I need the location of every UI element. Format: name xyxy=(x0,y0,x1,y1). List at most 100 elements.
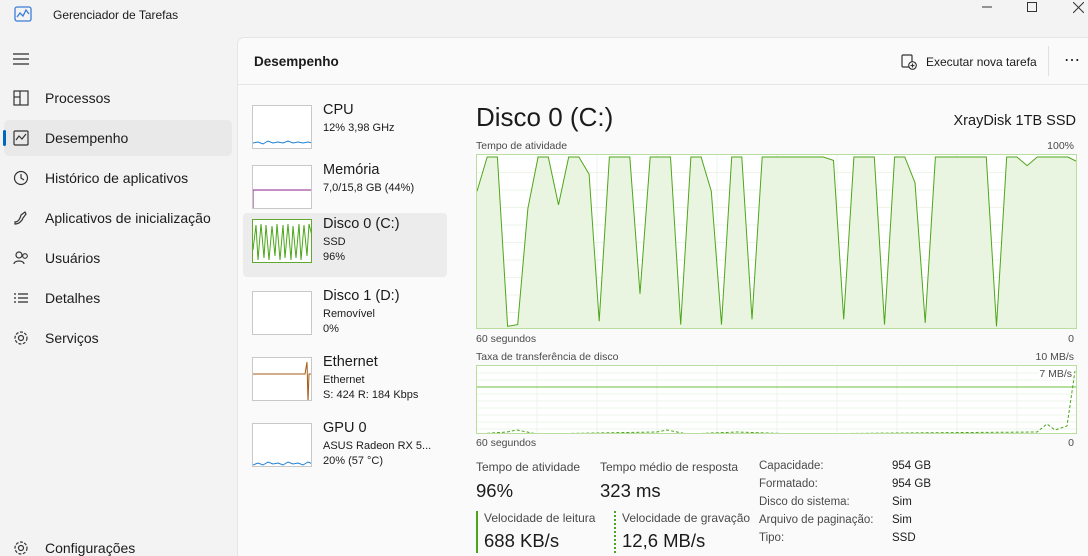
close-button[interactable] xyxy=(1055,0,1088,14)
read-speed-value: 688 KB/s xyxy=(484,530,560,551)
device-disk-0[interactable]: Disco 0 (C:) SSD 96% xyxy=(243,213,447,277)
read-speed-label: Velocidade de leitura xyxy=(484,511,596,525)
device-detail: 12% 3,98 GHz xyxy=(323,122,395,134)
transfer-ref-label: 7 MB/s xyxy=(1039,368,1072,380)
activity-line xyxy=(477,156,1076,327)
device-detail: 7,0/15,8 GB (44%) xyxy=(323,182,415,194)
processes-icon xyxy=(13,90,29,106)
maximize-icon xyxy=(1027,2,1037,12)
run-new-task-label: Executar nova tarefa xyxy=(926,55,1037,69)
write-speed-label: Velocidade de gravação xyxy=(622,511,751,525)
header-divider xyxy=(1048,46,1049,76)
maximize-button[interactable] xyxy=(1009,0,1055,14)
read-speed-marker xyxy=(476,511,478,553)
users-icon xyxy=(13,251,28,265)
transfer-write-line xyxy=(484,370,1076,433)
activity-graph-label: Tempo de atividade xyxy=(476,140,568,152)
more-options-button[interactable]: ⋯ xyxy=(1064,52,1081,69)
activity-graph-max: 100% xyxy=(1047,140,1074,152)
device-name: GPU 0 xyxy=(323,420,367,436)
panel-header: Desempenho Executar nova tarefa ⋯ xyxy=(238,38,1088,85)
minimize-icon xyxy=(982,6,992,8)
activity-graph xyxy=(476,154,1077,329)
device-type: SSD xyxy=(323,236,346,248)
sidebar-item-servicos[interactable]: Serviços xyxy=(4,320,232,356)
disk-model: XrayDisk 1TB SSD xyxy=(953,113,1076,129)
activity-time-label: 60 segundos xyxy=(476,333,537,345)
minimize-button[interactable] xyxy=(964,0,1010,14)
device-name: Disco 1 (D:) xyxy=(323,288,400,304)
activity-graph-svg xyxy=(477,155,1076,328)
run-new-task-button[interactable]: Executar nova tarefa xyxy=(901,52,1037,72)
window-title: Gerenciador de Tarefas xyxy=(53,8,179,22)
property-key: Formatado: xyxy=(759,478,818,490)
details-icon xyxy=(14,293,28,303)
settings-gear-icon xyxy=(14,541,28,555)
device-usage: 96% xyxy=(323,251,346,263)
transfer-min-label: 0 xyxy=(1068,437,1074,449)
write-speed-value: 12,6 MB/s xyxy=(622,530,706,551)
property-key: Tipo: xyxy=(759,532,785,544)
property-value: Sim xyxy=(892,496,912,508)
device-adapter: Ethernet xyxy=(323,374,365,386)
avg-response-value: 323 ms xyxy=(600,480,661,501)
device-gpu[interactable]: GPU 0 ASUS Radeon RX 5... 20% (57 °C) xyxy=(243,417,447,481)
property-value: Sim xyxy=(892,514,912,526)
property-value: 954 GB xyxy=(892,478,931,490)
device-memory[interactable]: Memória 7,0/15,8 GB (44%) xyxy=(243,159,447,223)
device-throughput: S: 424 R: 184 Kbps xyxy=(323,389,419,401)
memory-sparkline xyxy=(253,189,311,208)
sidebar-item-label: Aplicativos de inicialização xyxy=(45,210,211,226)
sidebar-item-usuarios[interactable]: Usuários xyxy=(4,240,232,276)
write-speed-marker xyxy=(614,511,616,553)
cpu-sparkline xyxy=(253,140,311,145)
new-task-icon xyxy=(901,54,917,70)
transfer-graph-max: 10 MB/s xyxy=(1035,351,1074,363)
startup-icon xyxy=(14,211,27,225)
transfer-graph-svg xyxy=(477,366,1076,433)
sidebar-item-desempenho[interactable]: Desempenho xyxy=(3,120,232,156)
device-disk-1[interactable]: Disco 1 (D:) Removível 0% xyxy=(243,285,447,349)
page-title: Desempenho xyxy=(254,54,339,69)
sidebar-item-label: Processos xyxy=(45,90,111,106)
avg-response-label: Tempo médio de resposta xyxy=(600,460,739,474)
sidebar-item-configuracoes[interactable]: Configurações xyxy=(4,530,232,556)
disk0-sparkline xyxy=(253,223,311,261)
sidebar-item-historico[interactable]: Histórico de aplicativos xyxy=(4,160,232,196)
history-icon xyxy=(13,170,29,186)
device-name: Memória xyxy=(323,162,380,178)
sidebar-item-label: Usuários xyxy=(45,250,101,266)
activity-area xyxy=(477,157,1076,328)
sidebar-item-detalhes[interactable]: Detalhes xyxy=(4,280,232,316)
transfer-grid xyxy=(477,366,1076,433)
ethernet-sparkline xyxy=(253,361,311,400)
sidebar-item-label: Detalhes xyxy=(45,290,101,306)
device-ethernet[interactable]: Ethernet Ethernet S: 424 R: 184 Kbps xyxy=(243,351,447,415)
sidebar-item-label: Desempenho xyxy=(45,130,129,146)
close-icon xyxy=(1072,1,1084,13)
device-cpu[interactable]: CPU 12% 3,98 GHz xyxy=(243,99,447,163)
cpu-thumbnail-graph xyxy=(252,105,312,149)
gpu-sparkline xyxy=(253,461,311,466)
disk1-thumbnail-graph xyxy=(252,291,312,335)
property-value: 954 GB xyxy=(892,460,931,472)
services-icon xyxy=(14,331,28,345)
hamburger-menu-icon[interactable] xyxy=(12,50,30,68)
performance-icon xyxy=(13,130,29,146)
device-usage: 20% (57 °C) xyxy=(323,455,384,467)
performance-panel: Desempenho Executar nova tarefa ⋯ CPU 12… xyxy=(237,37,1088,556)
property-value: SSD xyxy=(892,532,916,544)
sidebar-nav: Processos Desempenho Histórico de aplica… xyxy=(0,80,236,360)
device-usage: 0% xyxy=(323,323,339,335)
device-name: Ethernet xyxy=(323,354,378,370)
sidebar-item-processos[interactable]: Processos xyxy=(4,80,232,116)
device-type: Removível xyxy=(323,308,375,320)
disk-title: Disco 0 (C:) xyxy=(476,102,614,132)
settings-label: Configurações xyxy=(45,540,136,556)
memory-thumbnail-graph xyxy=(252,165,312,209)
device-name: CPU xyxy=(323,102,354,118)
transfer-graph: 7 MB/s xyxy=(476,365,1077,434)
task-manager-icon xyxy=(14,6,32,22)
device-model: ASUS Radeon RX 5... xyxy=(323,440,432,452)
sidebar-item-inicializacao[interactable]: Aplicativos de inicialização xyxy=(4,200,232,236)
